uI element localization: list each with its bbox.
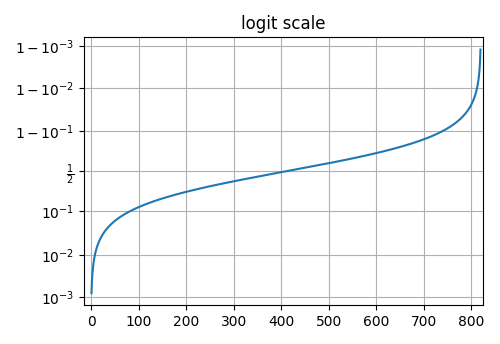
Title: logit scale: logit scale [242, 15, 326, 33]
